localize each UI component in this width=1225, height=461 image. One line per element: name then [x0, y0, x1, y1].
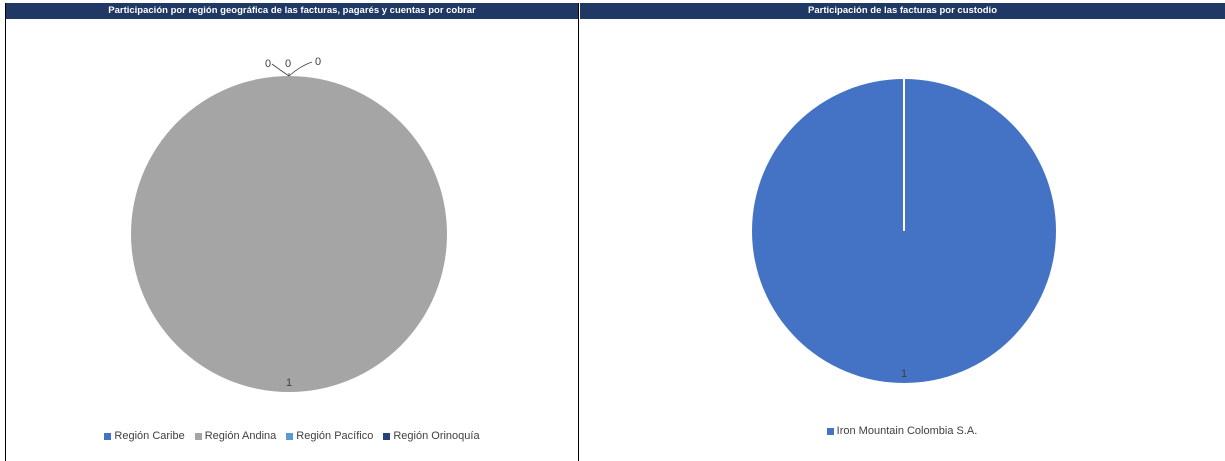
legend-item-iron-mountain-colombia-s-a: Iron Mountain Colombia S.A. [826, 425, 978, 437]
legend-label: Región Pacífico [296, 430, 374, 442]
legend-swatch [194, 432, 202, 440]
data-label-region-orinoquia: 0 [315, 56, 321, 68]
data-label-region-caribe: 0 [265, 58, 271, 70]
legend-custodian: Iron Mountain Colombia S.A. [579, 425, 1225, 437]
legend-swatch [383, 432, 391, 440]
leader-line-orinoquia [288, 61, 313, 77]
pie-chart-custodian: 1 [752, 79, 1056, 383]
chart-title-region: Participación por región geográfica de l… [6, 3, 578, 19]
chart-title-custodian: Participación de las facturas por custod… [579, 3, 1225, 19]
legend-item-region-andina: Región Andina [194, 430, 277, 442]
legend-label: Región Andina [204, 430, 277, 442]
legend-swatch [104, 432, 112, 440]
data-label-region-andina: 1 [286, 377, 292, 389]
legend-item-region-pacifico: Región Pacífico [286, 430, 373, 442]
pie-slice-region-andina [131, 76, 447, 392]
chart-panel-custodian: Participación de las facturas por custod… [579, 3, 1225, 461]
data-label-region-pacifico: 0 [285, 58, 291, 70]
leader-line-caribe [271, 63, 290, 77]
legend-label: Iron Mountain Colombia S.A. [836, 425, 978, 437]
pie-chart-region: 0 0 0 1 [131, 56, 447, 392]
chart-panel-region: Participación por región geográfica de l… [5, 3, 579, 461]
legend-region: Región Caribe Región Andina Región Pacífic… [6, 430, 578, 442]
legend-item-region-orinoquia: Región Orinoquía [383, 430, 480, 442]
legend-item-region-caribe: Región Caribe [104, 430, 185, 442]
legend-label: Región Caribe [114, 430, 185, 442]
legend-label: Región Orinoquía [393, 430, 480, 442]
legend-swatch [286, 432, 294, 440]
legend-swatch [826, 427, 834, 435]
data-label-iron-mountain-colombia-s-a: 1 [901, 368, 907, 380]
